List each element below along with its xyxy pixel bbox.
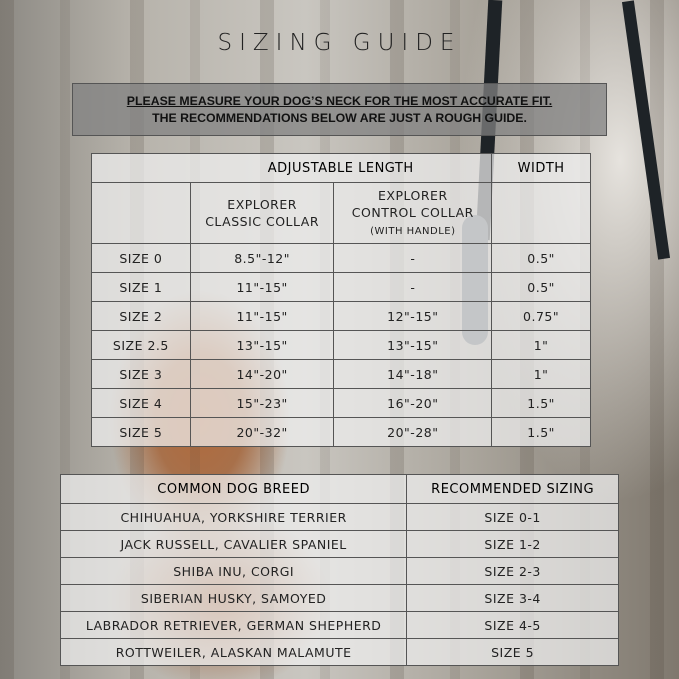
label: CONTROL COLLAR	[351, 204, 474, 220]
header-sizing: RECOMMENDED SIZING	[406, 474, 619, 504]
cell-sizing: SIZE 2-3	[406, 557, 619, 585]
notice-line-2: THE RECOMMENDATIONS BELOW ARE JUST A ROU…	[152, 111, 527, 125]
header-classic-collar: EXPLORER CLASSIC COLLAR	[189, 182, 335, 244]
cell-breed: CHIHUAHUA, YORKSHIRE TERRIER	[59, 503, 408, 531]
cell-control: 16"-20"	[333, 388, 493, 418]
measure-notice: PLEASE MEASURE YOUR DOG’S NECK FOR THE M…	[72, 83, 607, 136]
cell-breed: LABRADOR RETRIEVER, GERMAN SHEPHERD	[59, 611, 408, 639]
cell-classic: 15"-23"	[189, 388, 335, 418]
cell-breed: SIBERIAN HUSKY, SAMOYED	[59, 584, 408, 612]
notice-line-1: PLEASE MEASURE YOUR DOG’S NECK FOR THE M…	[126, 94, 553, 108]
cell-classic: 11"-15"	[189, 301, 335, 331]
cell-width: 0.75"	[491, 301, 591, 331]
cell-sizing: SIZE 4-5	[406, 611, 619, 639]
cell-sizing: SIZE 0-1	[406, 503, 619, 531]
cell-size: SIZE 2.5	[91, 330, 191, 360]
label: CLASSIC COLLAR	[205, 214, 320, 229]
cell-control: -	[333, 272, 493, 302]
cell-breed: ROTTWEILER, ALASKAN MALAMUTE	[59, 638, 408, 666]
cell-control: 14"-18"	[333, 359, 493, 389]
cell-size: SIZE 1	[91, 272, 191, 302]
cell-classic: 20"-32"	[189, 417, 335, 447]
page-title: SIZING GUIDE	[217, 30, 462, 56]
cell-width: 1.5"	[491, 388, 591, 418]
breed-table: COMMON DOG BREED RECOMMENDED SIZING CHIH…	[59, 474, 619, 666]
cell-width: 0.5"	[491, 243, 591, 273]
table-row: SIZE 2 11"-15" 12"-15" 0.75"	[91, 301, 591, 331]
cell-breed: SHIBA INU, CORGI	[59, 557, 408, 585]
cell-width: 1"	[491, 359, 591, 389]
cell-control: 20"-28"	[333, 417, 493, 447]
cell-classic: 11"-15"	[189, 272, 335, 302]
cell-size: SIZE 0	[91, 243, 191, 273]
label: (WITH HANDLE)	[370, 225, 456, 237]
size-table: ADJUSTABLE LENGTH WIDTH EXPLORER CLASSIC …	[91, 153, 591, 447]
table-row: ROTTWEILER, ALASKAN MALAMUTE SIZE 5	[59, 638, 619, 666]
cell-control: -	[333, 243, 493, 273]
cell-sizing: SIZE 3-4	[406, 584, 619, 612]
cell-size: SIZE 3	[91, 359, 191, 389]
cell-breed: JACK RUSSELL, CAVALIER SPANIEL	[59, 530, 408, 558]
cell-size: SIZE 4	[91, 388, 191, 418]
header-width: WIDTH	[491, 153, 591, 183]
cell-width: 1.5"	[491, 417, 591, 447]
cell-size: SIZE 5	[91, 417, 191, 447]
table-row: SIZE 1 11"-15" -0.5"	[91, 272, 591, 302]
table-row: SHIBA INU, CORGI SIZE 2-3	[59, 557, 619, 585]
table-row: CHIHUAHUA, YORKSHIRE TERRIER SIZE 0-1	[59, 503, 619, 531]
table-row: SIBERIAN HUSKY, SAMOYED SIZE 3-4	[59, 584, 619, 612]
cell-control: 12"-15"	[333, 301, 493, 331]
empty-cell	[491, 182, 591, 244]
table-row: SIZE 5 20"-32" 20"-28" 1.5"	[91, 417, 591, 447]
label: EXPLORER	[378, 187, 448, 203]
cell-sizing: SIZE 1-2	[406, 530, 619, 558]
empty-cell	[91, 182, 191, 244]
cell-control: 13"-15"	[333, 330, 493, 360]
table-row: SIZE 2.5 13"-15" 13"-15" 1"	[91, 330, 591, 360]
header-breed: COMMON DOG BREED	[59, 474, 408, 504]
cell-sizing: SIZE 5	[406, 638, 619, 666]
header-control-collar: EXPLORER CONTROL COLLAR (WITH HANDLE)	[333, 182, 493, 244]
empty-header	[91, 153, 191, 183]
label: EXPLORER	[227, 197, 297, 212]
table-row: SIZE 3 14"-20" 14"-18" 1"	[91, 359, 591, 389]
table-row: LABRADOR RETRIEVER, GERMAN SHEPHERD SIZE …	[59, 611, 619, 639]
table-row: SIZE 0 8.5"-12" -0.5"	[91, 243, 591, 273]
table-row: JACK RUSSELL, CAVALIER SPANIEL SIZE 1-2	[59, 530, 619, 558]
table-row: SIZE 4 15"-23" 16"-20" 1.5"	[91, 388, 591, 418]
cell-classic: 13"-15"	[189, 330, 335, 360]
cell-classic: 8.5"-12"	[189, 243, 335, 273]
cell-width: 1"	[491, 330, 591, 360]
cell-width: 0.5"	[491, 272, 591, 302]
cell-size: SIZE 2	[91, 301, 191, 331]
header-adjustable-length: ADJUSTABLE LENGTH	[190, 153, 493, 183]
cell-classic: 14"-20"	[189, 359, 335, 389]
